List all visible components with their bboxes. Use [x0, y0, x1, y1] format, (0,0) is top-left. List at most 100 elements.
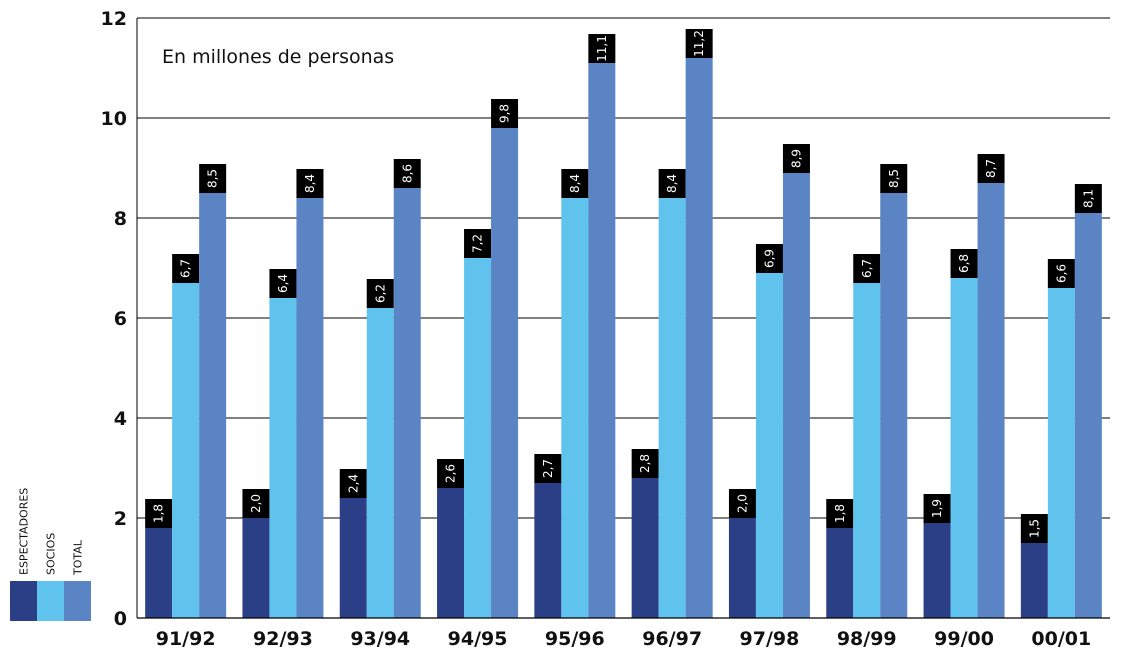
- x-tick-label: 97/98: [740, 628, 800, 650]
- data-label: 1,8: [152, 504, 166, 523]
- bar: [172, 283, 200, 618]
- bar: [631, 478, 659, 618]
- y-tick-label: 4: [114, 408, 127, 430]
- bar: [950, 278, 978, 618]
- data-label: 2,0: [249, 494, 263, 513]
- bar: [464, 258, 492, 618]
- data-label: 8,9: [789, 149, 803, 168]
- data-label-box: [658, 169, 686, 198]
- data-label: 6,8: [957, 254, 971, 273]
- data-label-box: [755, 244, 783, 273]
- x-tick-label: 98/99: [837, 628, 897, 650]
- y-tick-label: 2: [114, 508, 127, 530]
- data-label-box: [269, 269, 297, 298]
- x-tick-label: 91/92: [156, 628, 216, 650]
- data-label-box: [826, 499, 854, 528]
- data-label-box: [950, 249, 978, 278]
- data-label: 8,4: [665, 174, 679, 193]
- data-label: 8,5: [206, 169, 220, 188]
- bar: [366, 308, 394, 618]
- data-label-box: [880, 164, 908, 193]
- bar: [1074, 213, 1102, 618]
- bar: [588, 63, 616, 618]
- bar: [296, 198, 324, 618]
- data-label-box: [437, 459, 465, 488]
- data-label-box: [853, 254, 881, 283]
- data-label-box: [588, 34, 616, 63]
- bar: [782, 173, 810, 618]
- data-label-box: [393, 159, 421, 188]
- bar: [685, 58, 713, 618]
- bar: [269, 298, 297, 618]
- legend-swatch: [37, 581, 64, 621]
- data-label: 6,9: [762, 249, 776, 268]
- data-label-box: [366, 279, 394, 308]
- y-tick-label: 8: [114, 208, 127, 230]
- data-label: 8,6: [400, 164, 414, 183]
- data-label: 1,8: [833, 504, 847, 523]
- y-tick-label: 10: [101, 108, 127, 130]
- y-axis: 0 2 4 6 8 10 12: [101, 8, 138, 630]
- bar: [853, 283, 881, 618]
- data-label-box: [782, 144, 810, 173]
- data-label-box: [1047, 259, 1075, 288]
- data-label: 2,6: [444, 464, 458, 483]
- data-label-box: [1020, 514, 1048, 543]
- legend-label: SOCIOS: [45, 533, 58, 575]
- data-label-box: [561, 169, 589, 198]
- data-label: 6,2: [373, 284, 387, 303]
- data-label: 1,5: [1027, 519, 1041, 538]
- data-label: 2,8: [638, 454, 652, 473]
- data-label: 8,4: [568, 174, 582, 193]
- data-label: 8,7: [984, 159, 998, 178]
- bar: [658, 198, 686, 618]
- data-label-box: [923, 494, 951, 523]
- data-label: 6,7: [860, 259, 874, 278]
- data-label-box: [339, 469, 367, 498]
- data-label-box: [242, 489, 270, 518]
- bar: [199, 193, 227, 618]
- x-tick-label: 94/95: [448, 628, 508, 650]
- bar: [561, 198, 589, 618]
- bar: [923, 523, 951, 618]
- data-label: 7,2: [471, 234, 485, 253]
- data-label: 9,8: [498, 104, 512, 123]
- data-label: 6,6: [1054, 264, 1068, 283]
- bar: [1047, 288, 1075, 618]
- bar: [880, 193, 908, 618]
- bar: [977, 183, 1005, 618]
- data-label-box: [534, 454, 562, 483]
- legend-swatch: [64, 581, 91, 621]
- legend-swatch: [10, 581, 37, 621]
- y-tick-label: 12: [101, 8, 127, 30]
- bar: [393, 188, 421, 618]
- data-label-box: [296, 169, 324, 198]
- bar: [826, 528, 854, 618]
- data-label-box: [728, 489, 756, 518]
- data-label-box: [1074, 184, 1102, 213]
- bar: [491, 128, 519, 618]
- bar: [755, 273, 783, 618]
- data-label-box: [172, 254, 200, 283]
- bar: [339, 498, 367, 618]
- y-tick-label: 0: [114, 608, 127, 630]
- y-tick-label: 6: [114, 308, 127, 330]
- chart-annotation: En millones de personas: [162, 46, 394, 68]
- bar: [242, 518, 270, 618]
- legend: ESPECTADORES SOCIOS TOTAL: [10, 488, 91, 621]
- data-label-box: [145, 499, 173, 528]
- legend-label: ESPECTADORES: [18, 488, 31, 575]
- data-label: 2,0: [735, 494, 749, 513]
- bars: 1,8 6,7 8,5 2,0 6,4 8,4 2,4 6,2 8,6 2,6 7,2 9,8 2,7 8…: [145, 29, 1102, 618]
- data-label: 2,4: [346, 474, 360, 493]
- bar: [534, 483, 562, 618]
- data-label-box: [977, 154, 1005, 183]
- legend-label: TOTAL: [72, 539, 85, 576]
- data-label-box: [491, 99, 519, 128]
- data-label: 11,1: [595, 35, 609, 62]
- data-label-box: [685, 29, 713, 58]
- data-label: 8,4: [303, 174, 317, 193]
- data-label: 8,5: [887, 169, 901, 188]
- x-tick-label: 99/00: [934, 628, 994, 650]
